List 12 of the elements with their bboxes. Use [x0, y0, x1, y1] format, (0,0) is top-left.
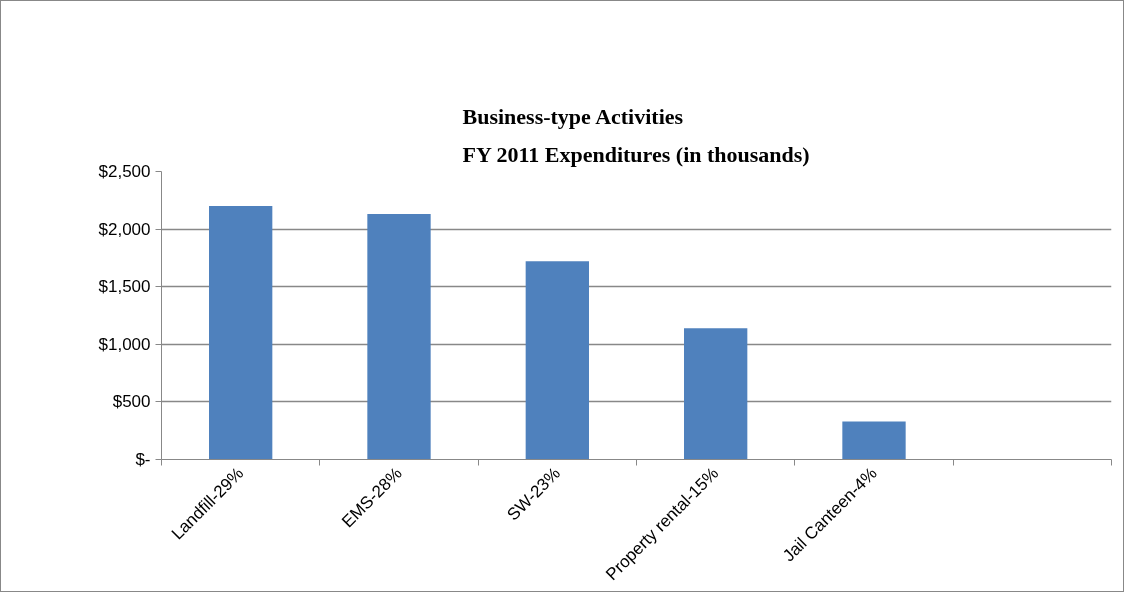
y-tick-label: $2,500 [98, 162, 151, 181]
y-tick-label: $1,000 [98, 334, 151, 354]
bar [684, 328, 748, 460]
bar [525, 261, 589, 460]
y-tick-label: $2,000 [98, 219, 151, 239]
chart-title: Business-type Activities FY 2011 Expenditures (in thousands) [462, 104, 810, 167]
bar [367, 214, 431, 460]
y-tick-label: $1,500 [98, 277, 151, 297]
bar [209, 206, 273, 460]
bar [842, 421, 906, 460]
y-tick-label: $- [135, 450, 151, 469]
y-tick-label: $500 [112, 392, 151, 412]
